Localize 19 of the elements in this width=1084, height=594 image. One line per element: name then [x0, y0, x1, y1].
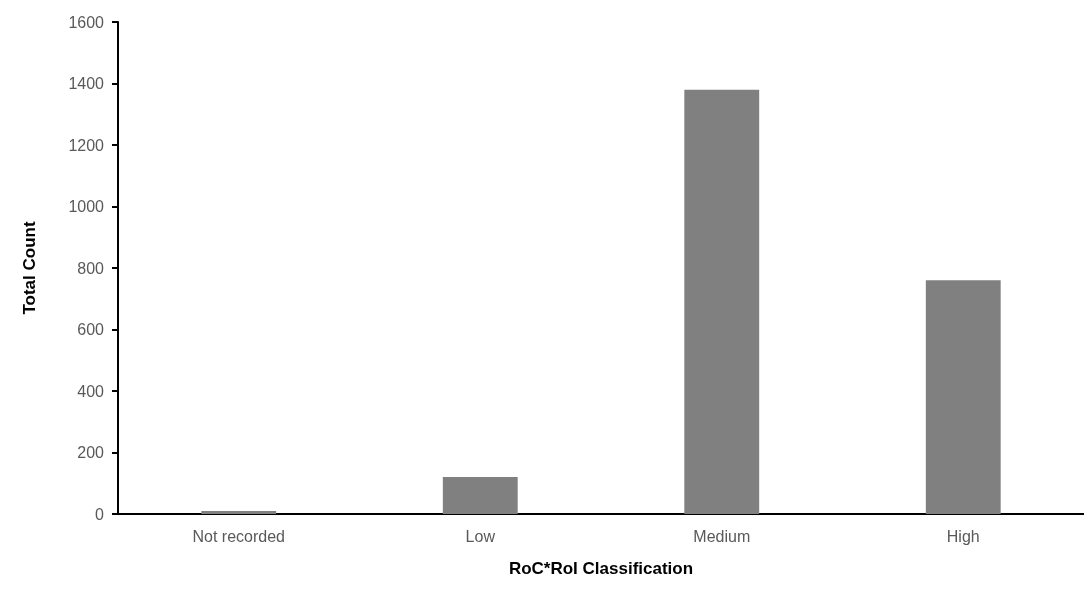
x-axis-title: RoC*RoI Classification: [508, 559, 694, 578]
y-tick-label: 1000: [68, 198, 105, 215]
bar: [925, 280, 1001, 514]
y-tick-label: 800: [77, 259, 105, 277]
bar: [201, 510, 277, 514]
x-tick-label: Not recorded: [192, 527, 285, 545]
x-tick-label: Medium: [693, 527, 751, 545]
y-tick-label: 1200: [68, 136, 105, 154]
x-tick-label: Low: [465, 527, 496, 545]
y-axis-title: Total Count: [20, 221, 39, 315]
y-tick-label: 0: [95, 505, 105, 523]
y-tick-label: 1600: [68, 13, 105, 31]
bar: [442, 477, 518, 514]
x-tick-label: High: [946, 527, 980, 545]
y-tick-label: 600: [77, 321, 105, 338]
y-tick-label: 400: [77, 382, 105, 400]
bar: [684, 89, 760, 514]
y-tick-label: 1400: [68, 75, 105, 92]
y-tick-label: 200: [77, 444, 105, 461]
